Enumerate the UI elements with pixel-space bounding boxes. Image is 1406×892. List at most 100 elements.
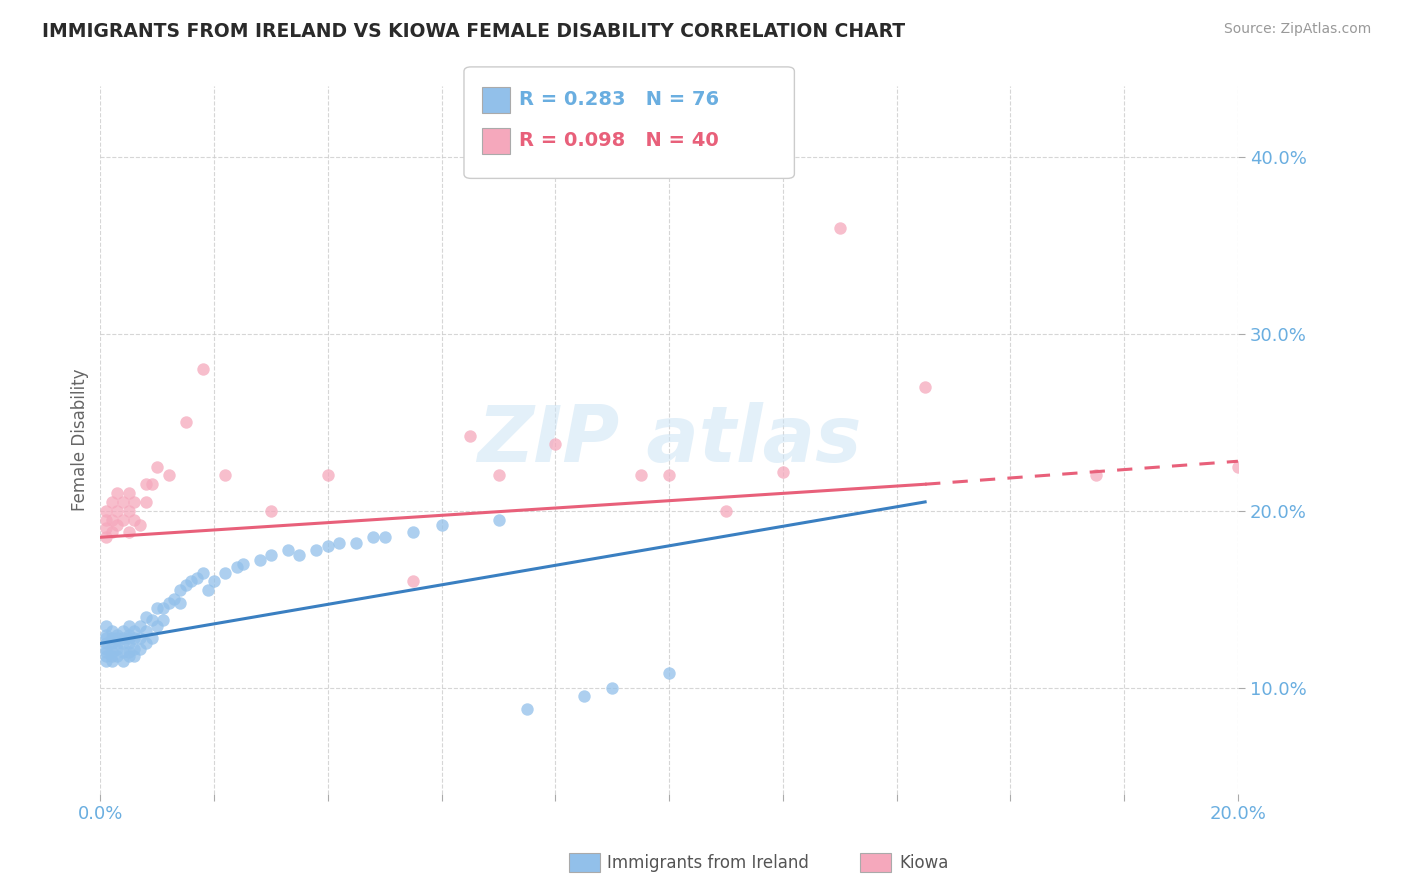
Point — [488, 468, 510, 483]
Point — [146, 601, 169, 615]
Point — [225, 560, 247, 574]
Point — [112, 624, 135, 638]
Point — [112, 631, 135, 645]
Point — [288, 548, 311, 562]
Point — [146, 459, 169, 474]
Point — [100, 631, 122, 645]
Point — [107, 504, 129, 518]
Point — [107, 631, 129, 645]
Point — [112, 513, 135, 527]
Point — [94, 641, 117, 656]
Point — [124, 648, 146, 663]
Point — [316, 539, 339, 553]
Text: Source: ZipAtlas.com: Source: ZipAtlas.com — [1223, 22, 1371, 37]
Point — [100, 495, 122, 509]
Point — [232, 557, 254, 571]
Point — [124, 631, 146, 645]
Point — [118, 486, 141, 500]
Point — [94, 618, 117, 632]
Point — [112, 645, 135, 659]
Point — [141, 477, 163, 491]
Point — [112, 495, 135, 509]
Text: R = 0.283   N = 76: R = 0.283 N = 76 — [519, 90, 718, 110]
Point — [112, 636, 135, 650]
Point — [169, 583, 191, 598]
Point — [714, 504, 737, 518]
Point — [630, 468, 652, 483]
Point — [118, 618, 141, 632]
Point — [772, 465, 794, 479]
Point — [124, 495, 146, 509]
Text: R = 0.098   N = 40: R = 0.098 N = 40 — [519, 131, 718, 151]
Point — [107, 517, 129, 532]
Point — [544, 436, 567, 450]
Point — [363, 530, 385, 544]
Point — [100, 636, 122, 650]
Point — [100, 513, 122, 527]
Point — [260, 548, 283, 562]
Point — [124, 641, 146, 656]
Point — [107, 627, 129, 641]
Point — [344, 535, 367, 549]
Point — [94, 530, 117, 544]
Point — [129, 641, 152, 656]
Point — [141, 631, 163, 645]
Point — [157, 596, 180, 610]
Point — [516, 702, 538, 716]
Point — [658, 666, 681, 681]
Point — [107, 636, 129, 650]
Y-axis label: Female Disability: Female Disability — [72, 368, 89, 511]
Point — [118, 524, 141, 539]
Point — [430, 517, 453, 532]
Point — [174, 578, 197, 592]
Point — [118, 631, 141, 645]
Point — [828, 220, 851, 235]
Point — [214, 566, 236, 580]
Point — [107, 648, 129, 663]
Point — [402, 524, 425, 539]
Point — [152, 613, 174, 627]
Point — [129, 517, 152, 532]
Point — [202, 574, 225, 589]
Point — [129, 618, 152, 632]
Point — [135, 477, 157, 491]
Point — [107, 486, 129, 500]
Point — [186, 571, 208, 585]
Point — [135, 610, 157, 624]
Point — [163, 592, 186, 607]
Point — [94, 627, 117, 641]
Text: ZIP atlas: ZIP atlas — [477, 402, 862, 478]
Point — [488, 513, 510, 527]
Point — [100, 524, 122, 539]
Point — [374, 530, 396, 544]
Point — [1084, 468, 1107, 483]
Point — [316, 468, 339, 483]
Point — [191, 362, 214, 376]
Point — [100, 645, 122, 659]
Point — [94, 645, 117, 659]
Point — [100, 654, 122, 668]
Point — [152, 601, 174, 615]
Point — [157, 468, 180, 483]
Point — [1226, 459, 1249, 474]
Point — [180, 574, 202, 589]
Point — [94, 521, 117, 535]
Point — [191, 566, 214, 580]
Point — [141, 613, 163, 627]
Point — [197, 583, 219, 598]
Point — [214, 468, 236, 483]
Point — [129, 631, 152, 645]
Point — [135, 624, 157, 638]
Point — [174, 415, 197, 429]
Point — [169, 596, 191, 610]
Point — [94, 654, 117, 668]
Point — [914, 380, 936, 394]
Point — [112, 654, 135, 668]
Point — [572, 690, 595, 704]
Point — [94, 504, 117, 518]
Point — [305, 542, 328, 557]
Point — [94, 513, 117, 527]
Point — [277, 542, 299, 557]
Point — [100, 648, 122, 663]
Point — [146, 618, 169, 632]
